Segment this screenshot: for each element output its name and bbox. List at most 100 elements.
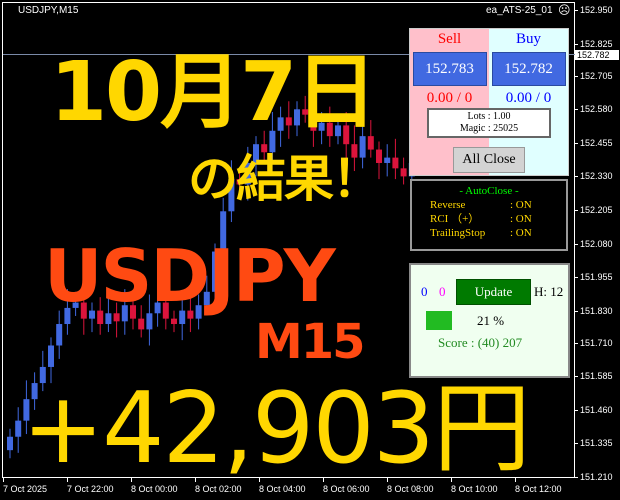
lots-label: Lots : 1.00 — [467, 111, 511, 122]
candle — [285, 101, 292, 139]
candle — [64, 289, 71, 335]
buy-button[interactable]: 152.782 — [491, 52, 566, 86]
candle — [80, 286, 87, 335]
candle — [72, 291, 79, 316]
candle — [179, 297, 186, 341]
candle — [15, 407, 22, 453]
price-tick: 151.335 — [575, 438, 613, 449]
candle — [195, 294, 202, 330]
overlay-pair: USDJPY — [44, 234, 336, 318]
candle — [121, 289, 128, 335]
candle — [228, 160, 235, 223]
time-tick: 8 Oct 04:00 — [259, 478, 306, 494]
autoclose-row: Reverse: ON — [412, 198, 566, 212]
candle — [138, 305, 145, 338]
progress-indicator — [426, 311, 452, 330]
buy-position: 0.00 / 0 — [505, 90, 552, 106]
chart-area[interactable] — [2, 2, 575, 478]
setting-value: : ON — [510, 227, 532, 239]
candle — [384, 144, 391, 177]
candle — [359, 125, 366, 169]
candle — [203, 275, 210, 314]
time-tick: 8 Oct 10:00 — [451, 478, 498, 494]
candle — [253, 136, 259, 177]
time-tick: 8 Oct 00:00 — [131, 478, 178, 494]
time-tick: 8 Oct 08:00 — [387, 478, 434, 494]
price-tick: 152.205 — [575, 204, 613, 215]
magic-label: Magic : 25025 — [459, 123, 519, 134]
candle — [351, 125, 358, 172]
overlay-profit: +42,903円 — [22, 372, 531, 486]
candle — [310, 95, 317, 147]
price-tick: 151.710 — [575, 337, 613, 348]
frown-face-icon: ☹ — [558, 3, 571, 17]
candle — [400, 157, 407, 185]
setting-value: : ON — [510, 199, 532, 211]
candle — [392, 138, 399, 180]
setting-value: : ON — [510, 213, 532, 225]
ea-name-label: ea_ATS-25_01 — [486, 5, 553, 16]
candle — [343, 111, 350, 161]
candle — [7, 428, 13, 459]
candle — [23, 380, 30, 435]
candle — [187, 291, 194, 333]
count-blue: 0 — [421, 284, 428, 299]
time-tick: 8 Oct 12:00 — [515, 478, 562, 494]
lots-magic-box: Lots : 1.00 Magic : 25025 — [427, 108, 551, 138]
candlestick-series — [7, 95, 415, 459]
sell-position: 0.00 / 0 — [426, 90, 473, 106]
price-tick: 152.825 — [575, 38, 613, 49]
candle — [294, 101, 300, 137]
price-tick: 152.080 — [575, 238, 613, 249]
candle — [113, 302, 120, 338]
autoclose-row: RCI （+）: ON — [412, 212, 566, 226]
sell-column: Sell 152.783 0.00 / 0 — [410, 29, 489, 175]
candle — [376, 141, 382, 180]
candle — [48, 337, 54, 384]
candle — [56, 310, 63, 359]
candle — [277, 106, 284, 147]
candle — [154, 291, 161, 327]
candle — [97, 297, 104, 335]
candle — [89, 302, 95, 333]
candle — [244, 146, 251, 201]
candle — [367, 120, 374, 158]
candle — [302, 95, 309, 123]
autoclose-panel: - AutoClose - Reverse: ON RCI （+）: ON Tr… — [410, 179, 568, 251]
overlay-date: 10月7日 — [50, 45, 377, 140]
candle — [130, 297, 136, 330]
trade-panel: Sell 152.783 0.00 / 0 Buy 152.782 0.00 /… — [409, 28, 569, 176]
candle — [105, 294, 112, 333]
price-tick: 152.950 — [575, 5, 613, 15]
candle — [318, 111, 325, 145]
candle — [220, 197, 227, 265]
price-tick: 151.830 — [575, 305, 613, 316]
time-tick: 8 Oct 06:00 — [323, 478, 370, 494]
candle — [39, 350, 46, 392]
candle — [171, 310, 177, 333]
price-tick: 151.585 — [575, 371, 613, 382]
update-button[interactable]: Update — [456, 279, 531, 305]
setting-name: TrailingStop — [430, 227, 486, 239]
ask-price-line — [3, 54, 575, 55]
sell-title: Sell — [437, 31, 462, 47]
sell-button[interactable]: 152.783 — [412, 52, 487, 86]
count-magenta: 0 — [439, 284, 446, 299]
price-tick: 152.580 — [575, 104, 613, 115]
price-tick: 152.330 — [575, 171, 613, 182]
price-tick: 152.705 — [575, 70, 613, 81]
candle — [236, 168, 243, 193]
time-tick: 7 Oct 22:00 — [67, 478, 114, 494]
all-close-button[interactable]: All Close — [453, 147, 525, 173]
current-price-label: 152.782 — [575, 50, 619, 60]
buy-title: Buy — [515, 31, 541, 47]
price-tick: 151.210 — [575, 472, 613, 482]
candle — [162, 286, 169, 330]
overlay-result: の結果！ — [188, 150, 382, 208]
price-tick: 152.455 — [575, 137, 613, 148]
overlay-timeframe: M15 — [255, 314, 366, 370]
percent-label: 21 % — [477, 313, 505, 328]
candle — [335, 117, 341, 145]
candle — [326, 106, 333, 147]
price-tick: 151.460 — [575, 404, 613, 415]
